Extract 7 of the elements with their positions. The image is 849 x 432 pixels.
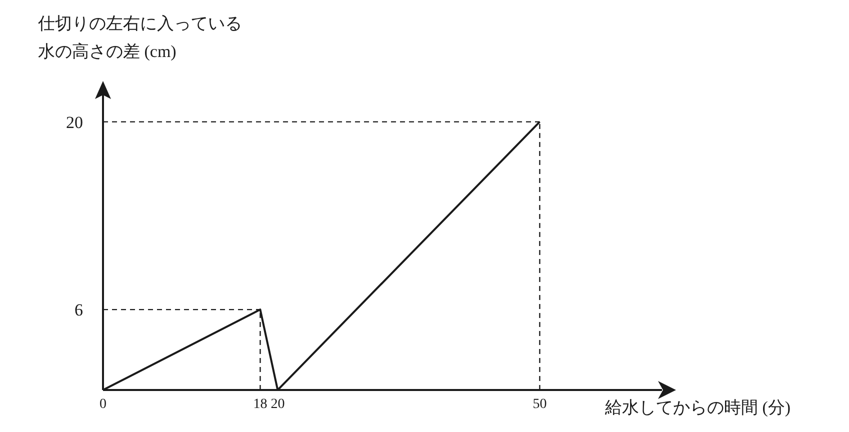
x-tick-label: 50 xyxy=(532,396,547,412)
y-tick-label: 6 xyxy=(74,300,83,320)
x-tick-label: 18 xyxy=(253,396,268,412)
x-tick-label: 0 xyxy=(100,396,106,412)
x-axis-title: 給水してからの時間 (分) xyxy=(605,397,791,419)
x-tick-label: 20 xyxy=(270,396,285,412)
y-axis-title: 仕切りの左右に入っている水の高さの差 (cm) xyxy=(38,13,243,63)
